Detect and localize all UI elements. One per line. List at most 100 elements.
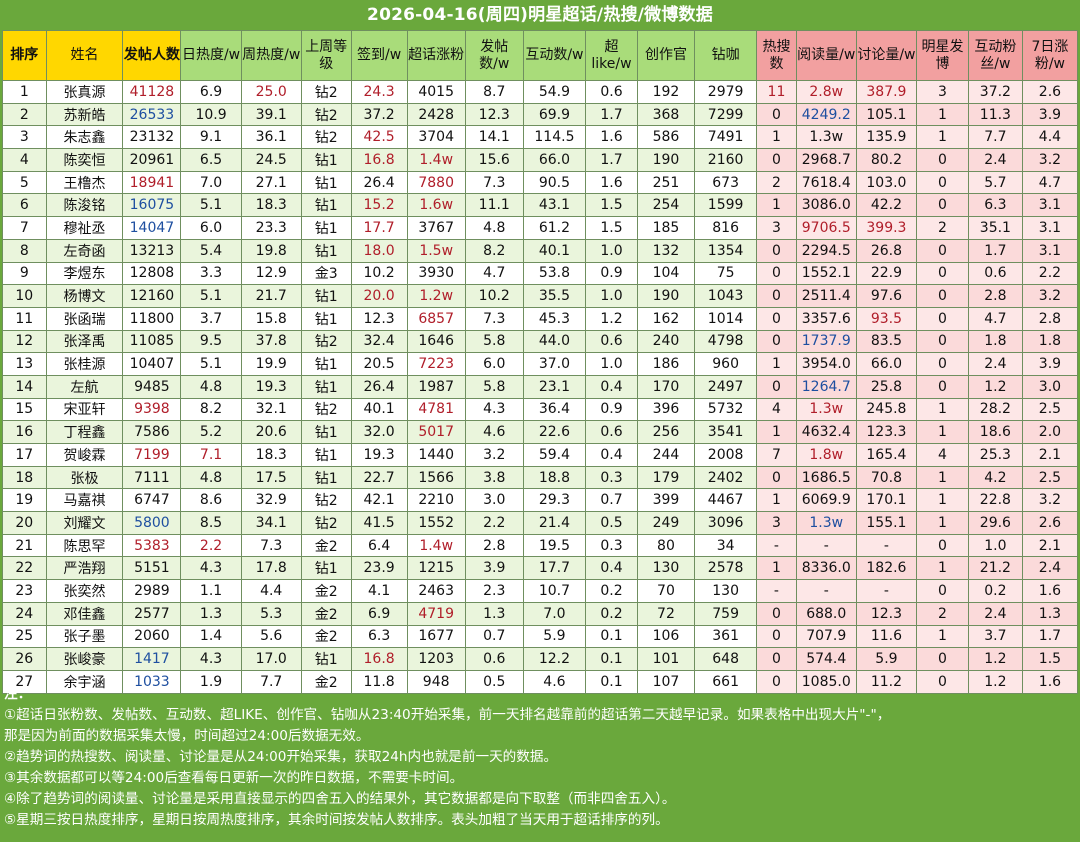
cell-star-posts: 1: [916, 556, 969, 581]
cell-star-posts: 2: [916, 216, 969, 240]
table-row: 13 张桂源 10407 5.1 19.9 钻1 20.5 7223 6.0 37.0 1.0 186…: [2, 352, 1079, 376]
cell-diamond: 1354: [693, 238, 758, 263]
cell-checkin: 32.0: [350, 420, 408, 444]
cell-interactions: 37.0: [522, 352, 587, 376]
cell-checkin: 37.2: [350, 102, 408, 127]
cell-reads: -: [795, 533, 857, 558]
cell-creator: 162: [636, 306, 696, 331]
cell-discussions: 26.8: [855, 238, 918, 263]
cell-fans-gain: 2428: [406, 102, 466, 127]
cell-interactive-fans: 2.8: [967, 284, 1023, 308]
cell-superlike: 1.7: [585, 102, 638, 127]
cell-fans-gain: 4719: [406, 601, 466, 626]
cell-superlike: 1.0: [585, 352, 638, 376]
cell-posts: 3.2: [464, 443, 524, 467]
table-row: 7 穆祉丞 14047 6.0 23.3 钻1 17.7 3767 4.8 61.2 1.5 185 8…: [2, 216, 1079, 240]
table-row: 4 陈奕恒 20961 6.5 24.5 钻1 16.8 1.4w 15.6 66.0 1.7 190…: [2, 148, 1079, 172]
cell-interactive-fans: 22.8: [967, 488, 1023, 513]
cell-interactive-fans: 29.6: [967, 511, 1023, 535]
cell-creator: 70: [636, 579, 696, 603]
cell-reads: 4249.2: [795, 102, 857, 127]
cell-superlike: 0.5: [585, 511, 638, 535]
cell-fans-gain: 1677: [406, 624, 466, 649]
cell-rank: 16: [2, 420, 47, 444]
cell-daily-heat: 9.1: [180, 125, 242, 150]
cell-weekly-heat: 34.1: [240, 511, 302, 535]
cell-name: 张泽禹: [45, 329, 124, 354]
cell-daily-heat: 3.7: [180, 306, 242, 331]
cell-star-posts: 0: [916, 284, 969, 308]
table-row: 12 张泽禹 11085 9.5 37.8 钻2 32.4 1646 5.8 44.0 0.6 240…: [2, 329, 1079, 354]
cell-level: 钻1: [300, 420, 352, 444]
cell-diamond: 960: [693, 352, 758, 376]
cell-star-posts: 0: [916, 193, 969, 218]
cell-creator: 192: [636, 80, 696, 104]
cell-discussions: 83.5: [855, 329, 918, 354]
cell-interactions: 4.6: [522, 669, 587, 694]
cell-hot-search: 0: [756, 261, 797, 286]
cell-diamond: 759: [693, 601, 758, 626]
cell-interactions: 66.0: [522, 148, 587, 172]
cell-discussions: 182.6: [855, 556, 918, 581]
cell-creator: 80: [636, 533, 696, 558]
cell-rank: 6: [2, 193, 47, 218]
cell-rank: 5: [2, 170, 47, 195]
cell-interactions: 40.1: [522, 238, 587, 263]
header-interactions: 互动数/w: [522, 30, 587, 81]
cell-fans-gain: 6857: [406, 306, 466, 331]
cell-name: 陈浚铭: [45, 193, 124, 218]
cell-hot-search: 0: [756, 238, 797, 263]
cell-weekly-heat: 18.3: [240, 443, 302, 467]
cell-interactions: 22.6: [522, 420, 587, 444]
cell-discussions: 42.2: [855, 193, 918, 218]
cell-creator: 249: [636, 511, 696, 535]
cell-diamond: 5732: [693, 397, 758, 422]
cell-star-posts: 3: [916, 80, 969, 104]
cell-superlike: 1.5: [585, 193, 638, 218]
cell-posts: 7.3: [464, 170, 524, 195]
cell-posters: 41128: [122, 80, 182, 104]
cell-rank: 22: [2, 556, 47, 581]
cell-reads: 6069.9: [795, 488, 857, 513]
cell-interactions: 19.5: [522, 533, 587, 558]
cell-superlike: 1.0: [585, 284, 638, 308]
cell-level: 钻1: [300, 647, 352, 671]
data-table: 排序 姓名 发帖人数 日热度/w 周热度/w 上周等级 签到/w 超话涨粉 发帖…: [2, 30, 1079, 694]
cell-checkin: 17.7: [350, 216, 408, 240]
cell-star-posts: 0: [916, 306, 969, 331]
cell-superlike: 0.2: [585, 601, 638, 626]
cell-name: 丁程鑫: [45, 420, 124, 444]
cell-rank: 10: [2, 284, 47, 308]
cell-diamond: 673: [693, 170, 758, 195]
cell-interactive-fans: 2.4: [967, 148, 1023, 172]
cell-checkin: 19.3: [350, 443, 408, 467]
cell-daily-heat: 2.2: [180, 533, 242, 558]
header-fans-gain: 超话涨粉: [406, 30, 466, 81]
cell-interactive-fans: 35.1: [967, 216, 1023, 240]
cell-interactive-fans: 2.4: [967, 352, 1023, 376]
cell-7day-fans: 4.4: [1021, 125, 1079, 150]
cell-rank: 8: [2, 238, 47, 263]
cell-7day-fans: 2.8: [1021, 306, 1079, 331]
cell-hot-search: 1: [756, 488, 797, 513]
cell-reads: 1552.1: [795, 261, 857, 286]
cell-hot-search: 2: [756, 170, 797, 195]
cell-posters: 9485: [122, 374, 182, 399]
cell-weekly-heat: 19.9: [240, 352, 302, 376]
cell-superlike: 1.6: [585, 125, 638, 150]
cell-discussions: 170.1: [855, 488, 918, 513]
cell-checkin: 16.8: [350, 647, 408, 671]
cell-interactions: 53.8: [522, 261, 587, 286]
cell-diamond: 2497: [693, 374, 758, 399]
cell-interactive-fans: 37.2: [967, 80, 1023, 104]
cell-discussions: 11.6: [855, 624, 918, 649]
cell-daily-heat: 3.3: [180, 261, 242, 286]
cell-posters: 23132: [122, 125, 182, 150]
note-1b: 那是因为前面的数据采集太慢，时间超过24:00后数据无效。: [4, 728, 370, 744]
cell-checkin: 16.8: [350, 148, 408, 172]
cell-diamond: 361: [693, 624, 758, 649]
cell-level: 钻2: [300, 511, 352, 535]
cell-daily-heat: 7.1: [180, 443, 242, 467]
cell-reads: 2.8w: [795, 80, 857, 104]
cell-checkin: 20.0: [350, 284, 408, 308]
